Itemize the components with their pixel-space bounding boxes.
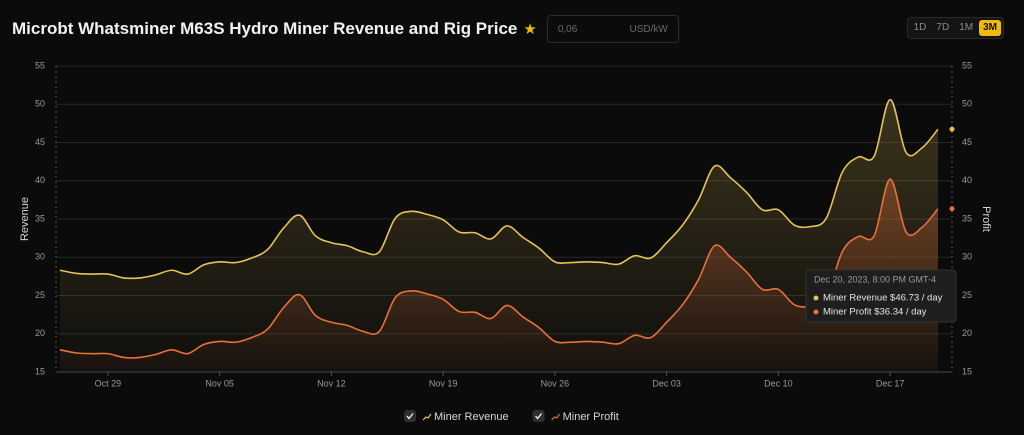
y-tick-label: 50 xyxy=(35,99,45,109)
range-selector: 1D 7D 1M 3M xyxy=(906,17,1004,39)
favorite-star[interactable]: ★ xyxy=(523,21,537,38)
y-axis-label: Revenue xyxy=(19,197,31,241)
legend-checkbox xyxy=(404,410,416,422)
y2-tick-label: 40 xyxy=(962,175,972,185)
x-tick-label: Nov 26 xyxy=(541,378,570,388)
legend-checkbox xyxy=(532,410,545,422)
range-button[interactable]: 1D xyxy=(913,22,927,33)
y2-tick-label: 50 xyxy=(962,99,972,109)
x-tick-label: Nov 19 xyxy=(429,378,458,388)
y2-tick-label: 30 xyxy=(962,252,972,262)
tooltip-item: Miner Profit $36.34 / day xyxy=(823,307,927,318)
y-tick-label: 25 xyxy=(35,290,45,300)
x-tick-label: Oct 29 xyxy=(95,378,122,388)
legend-item[interactable]: Miner Profit xyxy=(532,410,619,423)
range-button[interactable]: 7D xyxy=(936,22,950,33)
x-tick-label: Dec 03 xyxy=(652,378,681,388)
tooltip-swatch xyxy=(813,309,819,315)
y-tick-label: 40 xyxy=(35,175,45,185)
y-tick-label: 30 xyxy=(35,252,45,262)
y-tick-label: 55 xyxy=(35,60,45,70)
legend-line-icon xyxy=(551,413,561,421)
y2-tick-label: 25 xyxy=(962,290,972,300)
tooltip: Dec 20, 2023, 8:00 PM GMT-4 Miner Revenue… xyxy=(805,269,957,323)
legend-label: Miner Profit xyxy=(563,411,619,423)
tooltip-item: Miner Revenue $46.73 / day xyxy=(823,293,943,304)
y2-axis-label: Profit xyxy=(980,206,992,232)
x-tick-label: Dec 17 xyxy=(876,378,905,388)
y2-tick-label: 45 xyxy=(962,137,972,147)
end-dot xyxy=(949,126,955,132)
y2-tick-label: 55 xyxy=(962,60,972,70)
y-tick-label: 15 xyxy=(35,366,45,376)
x-tick-label: Dec 10 xyxy=(764,378,793,388)
line xyxy=(59,98,939,280)
y-tick-label: 20 xyxy=(35,328,45,338)
chart-title: Microbt Whatsminer M63S Hydro Miner Reve… xyxy=(12,19,518,38)
y2-tick-label: 35 xyxy=(962,213,972,223)
tooltip-date: Dec 20, 2023, 8:00 PM GMT-4 xyxy=(814,274,936,284)
price-input[interactable]: 0,06 USD/kW xyxy=(546,15,679,43)
x-tick-label: Nov 12 xyxy=(317,378,346,388)
end-dot xyxy=(949,206,955,212)
y-tick-label: 45 xyxy=(35,137,45,147)
area xyxy=(60,179,938,372)
legend-check xyxy=(406,413,414,420)
line xyxy=(59,178,939,359)
price-placeholder: 0,06 xyxy=(557,23,578,35)
range-button[interactable]: 3M xyxy=(979,20,1001,36)
legend-item[interactable]: Miner Revenue xyxy=(404,410,509,423)
y-tick-label: 35 xyxy=(35,213,45,223)
legend-label: Miner Revenue xyxy=(434,411,509,423)
tooltip-box xyxy=(805,269,957,323)
y2-tick-label: 20 xyxy=(962,328,972,338)
legend-line-icon xyxy=(422,413,432,421)
y2-tick-label: 15 xyxy=(962,366,972,376)
area xyxy=(60,99,938,372)
range-button[interactable]: 1M xyxy=(959,22,974,33)
legend-check xyxy=(535,413,543,420)
price-unit: USD/kW xyxy=(629,23,668,35)
x-tick-label: Nov 05 xyxy=(205,378,234,388)
header: Microbt Whatsminer M63S Hydro Miner Reve… xyxy=(12,14,679,44)
tooltip-swatch xyxy=(813,295,819,301)
